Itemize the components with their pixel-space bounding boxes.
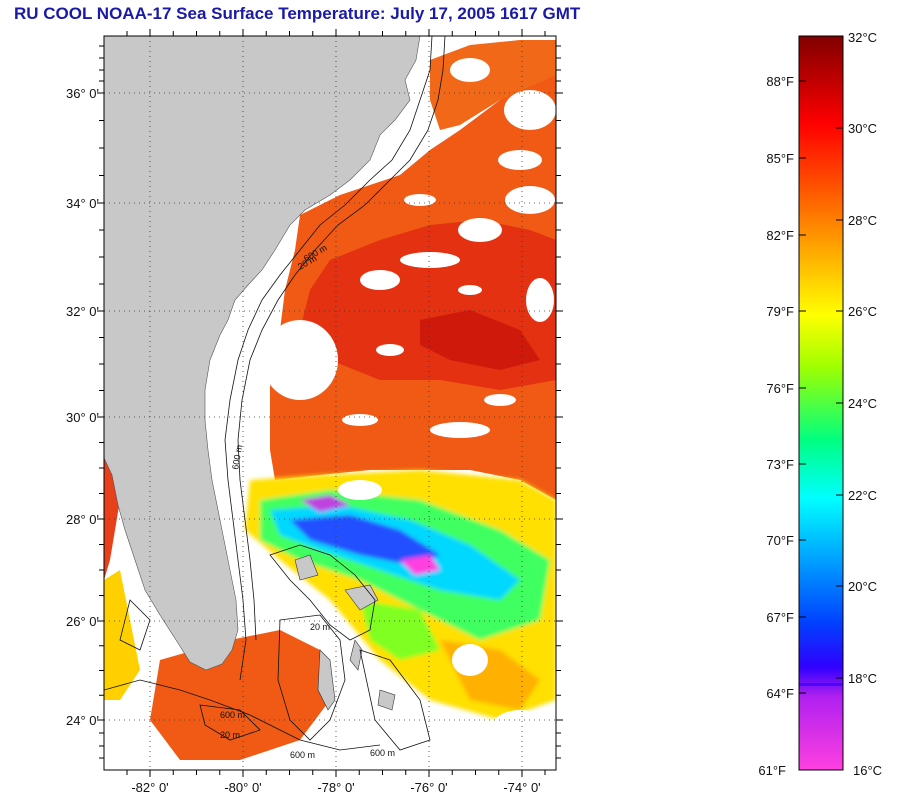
fahrenheit-label: 61°F	[758, 763, 786, 778]
lat-tick-label: 34° 0'	[66, 196, 99, 211]
celsius-label: 28°C	[848, 213, 877, 228]
fahrenheit-label: 73°F	[766, 457, 794, 472]
lat-tick-label: 32° 0'	[66, 304, 99, 319]
celsius-label: 22°C	[848, 488, 877, 503]
lon-tick-label: -80° 0'	[224, 780, 261, 795]
lon-axis: -82° 0' -80° 0' -78° 0' -76° 0' -74° 0'	[131, 780, 540, 795]
celsius-label: 20°C	[848, 579, 877, 594]
chart-title: RU COOL NOAA-17 Sea Surface Temperature:…	[14, 4, 581, 23]
celsius-label: 16°C	[853, 763, 882, 778]
lat-tick-label: 24° 0'	[66, 713, 99, 728]
celsius-label: 30°C	[848, 121, 877, 136]
graticule	[104, 36, 556, 770]
land-mass	[104, 36, 421, 671]
lat-tick-label: 26° 0'	[66, 614, 99, 629]
fahrenheit-label: 85°F	[766, 151, 794, 166]
fahrenheit-label: 76°F	[766, 381, 794, 396]
axis-ticks	[97, 29, 563, 777]
lat-tick-label: 28° 0'	[66, 512, 99, 527]
contour-label: 600 m	[220, 710, 245, 720]
map-panel: 20 m 600 m 600 m 20 m 600 m 20 m 600 m 6…	[104, 36, 556, 770]
contour-label: 20 m	[220, 730, 240, 740]
contour-label: 600 m	[370, 748, 395, 758]
sst-gulf-multi	[104, 570, 140, 700]
colorbar-gradient	[799, 36, 843, 770]
celsius-label: 32°C	[848, 30, 877, 45]
bathymetry-contours	[104, 36, 446, 751]
fahrenheit-label: 70°F	[766, 533, 794, 548]
fahrenheit-label: 82°F	[766, 228, 794, 243]
sst-deep-red	[420, 310, 540, 370]
contour-label: 20 m	[310, 622, 330, 632]
celsius-label: 24°C	[848, 396, 877, 411]
fahrenheit-label: 67°F	[766, 610, 794, 625]
celsius-label: 26°C	[848, 304, 877, 319]
bahamas-islands	[294, 554, 396, 711]
contour-label: 600 m	[230, 444, 244, 470]
lat-axis: 36° 0' 34° 0' 32° 0' 30° 0' 28° 0' 26° 0…	[66, 86, 99, 728]
lat-tick-label: 36° 0'	[66, 86, 99, 101]
lat-tick-label: 30° 0'	[66, 410, 99, 425]
lon-tick-label: -74° 0'	[503, 780, 540, 795]
lon-tick-label: -78° 0'	[317, 780, 354, 795]
cloud-patches	[262, 58, 556, 750]
map-frame	[103, 35, 557, 771]
lon-tick-label: -76° 0'	[410, 780, 447, 795]
fahrenheit-label: 88°F	[766, 74, 794, 89]
fahrenheit-label: 64°F	[766, 686, 794, 701]
colorbar: 32°C 30°C 28°C 26°C 24°C 22°C 20°C 18°C …	[758, 30, 882, 778]
celsius-label: 18°C	[848, 671, 877, 686]
fahrenheit-label: 79°F	[766, 304, 794, 319]
lon-tick-label: -82° 0'	[131, 780, 168, 795]
contour-label: 600 m	[290, 750, 315, 760]
